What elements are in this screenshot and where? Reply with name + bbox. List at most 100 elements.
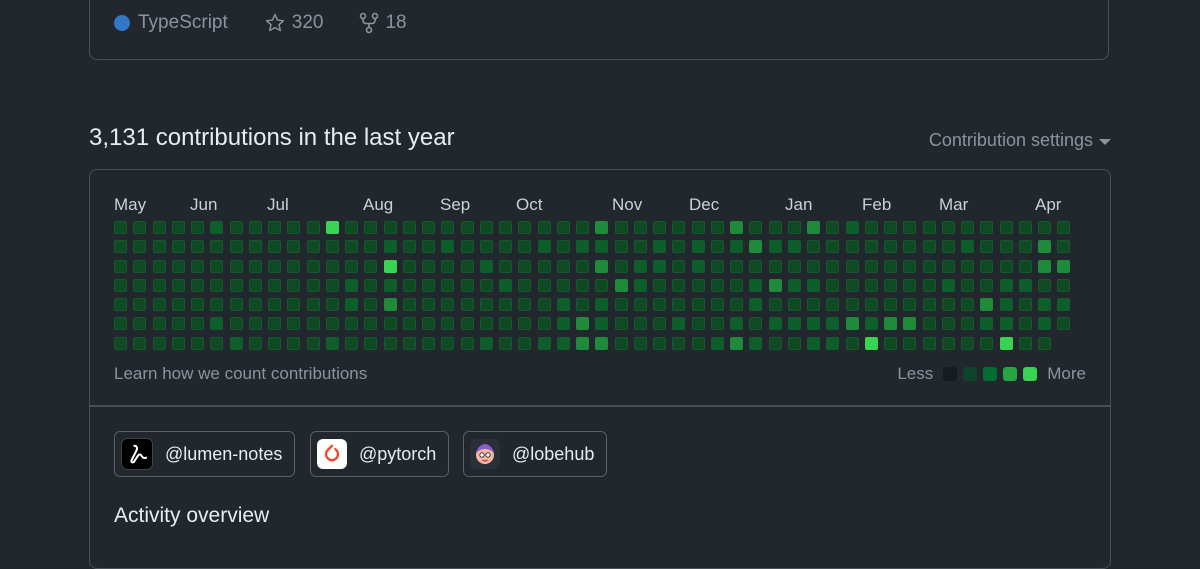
contribution-cell[interactable]	[768, 240, 782, 254]
contribution-cell[interactable]	[210, 259, 224, 273]
contribution-cell[interactable]	[999, 221, 1013, 234]
org-chip-pytorch[interactable]: @pytorch	[310, 431, 450, 477]
contribution-cell[interactable]	[171, 336, 185, 350]
contribution-cell[interactable]	[171, 317, 185, 331]
contribution-cell[interactable]	[499, 336, 512, 350]
contribution-cell[interactable]	[133, 221, 147, 234]
contribution-cell[interactable]	[287, 298, 301, 311]
contribution-cell[interactable]	[133, 259, 147, 273]
org-chip-lumen-notes[interactable]: @lumen-notes	[114, 431, 296, 477]
contribution-cell[interactable]	[1038, 278, 1051, 292]
contribution-cell[interactable]	[787, 240, 801, 254]
contribution-cell[interactable]	[210, 317, 224, 331]
contribution-cell[interactable]	[807, 298, 820, 311]
contribution-cell[interactable]	[749, 317, 763, 331]
contribution-cell[interactable]	[402, 278, 416, 292]
contribution-cell[interactable]	[114, 240, 127, 254]
contribution-cell[interactable]	[903, 336, 917, 350]
contribution-cell[interactable]	[941, 278, 955, 292]
contribution-cell[interactable]	[345, 221, 358, 234]
contribution-cell[interactable]	[422, 221, 435, 234]
contribution-cell[interactable]	[807, 259, 820, 273]
contribution-cell[interactable]	[710, 259, 724, 273]
contribution-cell[interactable]	[710, 298, 724, 311]
contribution-cell[interactable]	[980, 259, 994, 273]
contribution-cell[interactable]	[768, 221, 782, 234]
contribution-cell[interactable]	[268, 278, 281, 292]
contribution-cell[interactable]	[210, 221, 224, 234]
contribution-cell[interactable]	[210, 240, 224, 254]
contribution-cell[interactable]	[884, 278, 897, 292]
contribution-cell[interactable]	[499, 221, 512, 234]
contribution-cell[interactable]	[229, 259, 243, 273]
contribution-cell[interactable]	[229, 317, 243, 331]
contribution-cell[interactable]	[691, 336, 705, 350]
contribution-cell[interactable]	[961, 221, 974, 234]
contribution-cell[interactable]	[980, 278, 994, 292]
contribution-cell[interactable]	[364, 336, 378, 350]
contribution-cell[interactable]	[595, 240, 609, 254]
contribution-cell[interactable]	[383, 240, 397, 254]
contribution-cell[interactable]	[845, 336, 859, 350]
contribution-cell[interactable]	[980, 221, 994, 234]
contribution-cell[interactable]	[749, 259, 763, 273]
contribution-cell[interactable]	[191, 317, 204, 331]
contribution-cell[interactable]	[614, 298, 628, 311]
contribution-cell[interactable]	[864, 221, 878, 234]
contribution-cell[interactable]	[672, 221, 686, 234]
contribution-cell[interactable]	[306, 298, 320, 311]
contribution-cell[interactable]	[999, 298, 1013, 311]
contribution-cell[interactable]	[961, 298, 974, 311]
contribution-cell[interactable]	[922, 298, 936, 311]
contribution-cell[interactable]	[133, 298, 147, 311]
contribution-cell[interactable]	[576, 317, 589, 331]
contribution-cell[interactable]	[287, 278, 301, 292]
contribution-cell[interactable]	[787, 336, 801, 350]
contribution-cell[interactable]	[691, 240, 705, 254]
contribution-cell[interactable]	[672, 259, 686, 273]
contribution-cell[interactable]	[787, 317, 801, 331]
contribution-cell[interactable]	[980, 298, 994, 311]
contribution-cell[interactable]	[518, 298, 532, 311]
contribution-cell[interactable]	[710, 240, 724, 254]
contribution-settings-dropdown[interactable]: Contribution settings	[929, 130, 1111, 151]
contribution-cell[interactable]	[961, 259, 974, 273]
contribution-cell[interactable]	[537, 278, 551, 292]
contribution-cell[interactable]	[441, 336, 455, 350]
contribution-cell[interactable]	[903, 259, 917, 273]
contribution-cell[interactable]	[518, 278, 532, 292]
contribution-cell[interactable]	[845, 240, 859, 254]
contribution-cell[interactable]	[248, 221, 262, 234]
contribution-cell[interactable]	[1057, 221, 1071, 234]
contribution-cell[interactable]	[422, 298, 435, 311]
contribution-cell[interactable]	[325, 298, 339, 311]
contribution-cell[interactable]	[576, 336, 589, 350]
contribution-cell[interactable]	[633, 259, 647, 273]
contribution-cell[interactable]	[364, 298, 378, 311]
contribution-cell[interactable]	[152, 259, 166, 273]
contribution-cell[interactable]	[653, 336, 666, 350]
contribution-cell[interactable]	[364, 240, 378, 254]
contribution-cell[interactable]	[999, 317, 1013, 331]
contribution-cell[interactable]	[268, 317, 281, 331]
contribution-cell[interactable]	[1018, 278, 1032, 292]
contribution-cell[interactable]	[922, 221, 936, 234]
contribution-cell[interactable]	[807, 240, 820, 254]
contribution-cell[interactable]	[922, 317, 936, 331]
contribution-cell[interactable]	[614, 240, 628, 254]
contribution-cell[interactable]	[672, 278, 686, 292]
contribution-cell[interactable]	[768, 278, 782, 292]
contribution-cell[interactable]	[826, 317, 840, 331]
contribution-cell[interactable]	[672, 317, 686, 331]
contribution-cell[interactable]	[325, 259, 339, 273]
contribution-cell[interactable]	[210, 298, 224, 311]
contribution-cell[interactable]	[499, 259, 512, 273]
contribution-cell[interactable]	[633, 240, 647, 254]
contribution-cell[interactable]	[479, 317, 493, 331]
contribution-cell[interactable]	[479, 240, 493, 254]
contribution-cell[interactable]	[633, 221, 647, 234]
contribution-cell[interactable]	[152, 336, 166, 350]
contribution-cell[interactable]	[402, 259, 416, 273]
contribution-cell[interactable]	[152, 221, 166, 234]
contribution-cell[interactable]	[903, 298, 917, 311]
